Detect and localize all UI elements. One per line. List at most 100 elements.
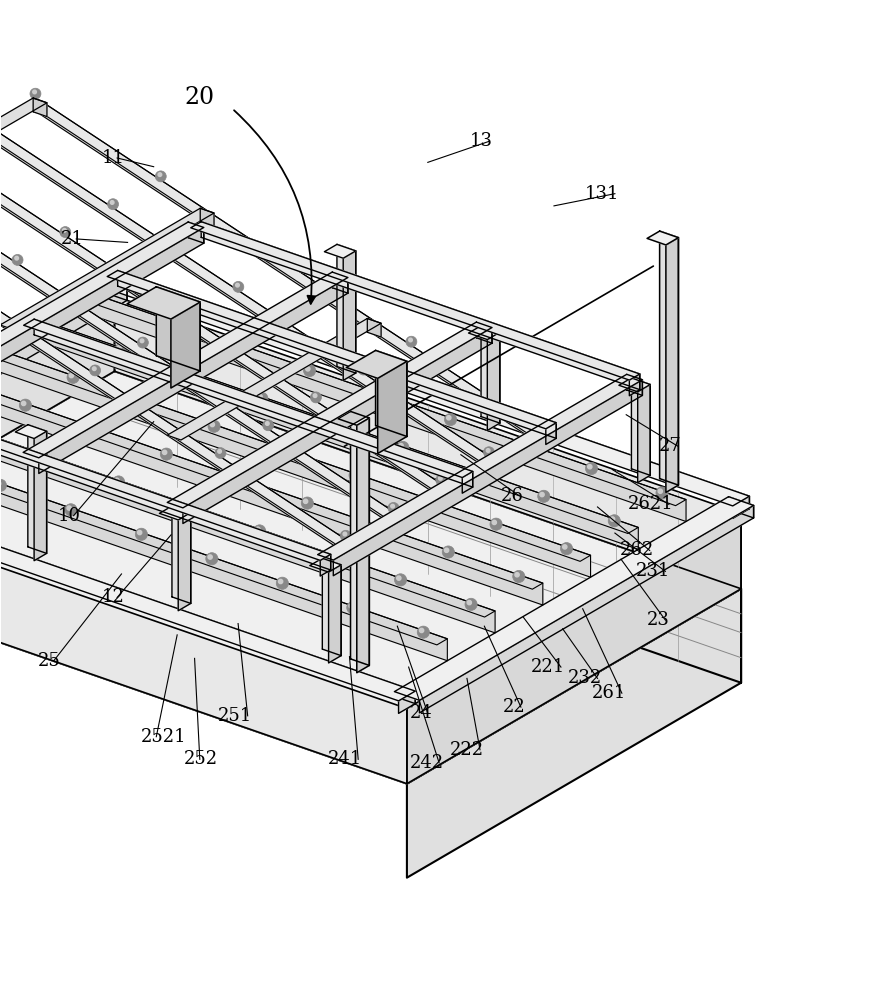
Text: 242: 242 [409,754,443,772]
Circle shape [534,421,538,424]
Circle shape [12,254,23,265]
Circle shape [515,438,527,450]
Polygon shape [171,302,200,388]
Polygon shape [0,371,741,784]
Polygon shape [172,506,190,603]
Polygon shape [0,296,114,566]
Polygon shape [0,156,446,492]
Circle shape [135,528,148,540]
Polygon shape [0,212,350,556]
Circle shape [517,440,521,444]
Polygon shape [0,128,493,464]
Polygon shape [0,374,543,589]
Polygon shape [481,326,500,423]
Circle shape [114,478,119,482]
Circle shape [374,524,378,528]
Polygon shape [0,279,127,483]
Polygon shape [178,513,190,611]
Circle shape [60,227,71,238]
Polygon shape [0,184,398,520]
Polygon shape [114,296,741,589]
Text: 262: 262 [620,541,654,559]
Circle shape [284,255,287,259]
Circle shape [19,399,31,411]
Circle shape [610,517,615,521]
Polygon shape [0,288,127,495]
Text: 222: 222 [450,741,485,759]
Circle shape [114,343,127,356]
Circle shape [236,283,239,287]
Circle shape [465,598,478,610]
Circle shape [233,475,237,479]
Circle shape [278,445,291,457]
Polygon shape [337,244,355,373]
Circle shape [447,416,451,420]
Text: 13: 13 [470,132,493,150]
Circle shape [406,336,417,347]
Polygon shape [629,374,640,396]
Polygon shape [0,346,590,561]
Polygon shape [0,184,398,528]
Polygon shape [627,374,643,395]
Circle shape [185,503,189,507]
Circle shape [388,502,399,513]
Polygon shape [201,222,640,390]
Circle shape [304,499,307,503]
Polygon shape [357,418,369,673]
Circle shape [372,521,384,534]
Polygon shape [74,291,686,506]
Polygon shape [487,332,500,430]
Polygon shape [347,350,407,378]
Circle shape [183,500,196,513]
Polygon shape [0,402,495,617]
Circle shape [90,365,100,376]
Circle shape [395,574,407,586]
Polygon shape [463,471,472,493]
Polygon shape [28,425,46,553]
Polygon shape [333,272,348,293]
Polygon shape [167,318,382,440]
Circle shape [396,441,409,453]
Circle shape [490,518,502,530]
Polygon shape [469,326,500,340]
Text: 12: 12 [101,588,124,606]
Circle shape [92,291,104,303]
Circle shape [327,552,331,556]
Circle shape [265,422,269,425]
Polygon shape [477,322,492,343]
Circle shape [117,346,121,350]
Circle shape [311,392,321,403]
Circle shape [93,367,96,371]
Circle shape [165,318,169,322]
Polygon shape [399,691,416,713]
Circle shape [351,471,355,476]
Text: 2521: 2521 [141,728,186,746]
Circle shape [324,549,336,561]
Polygon shape [183,328,492,524]
Polygon shape [34,431,46,561]
Polygon shape [107,270,556,429]
Circle shape [67,506,72,510]
Polygon shape [0,474,416,704]
Circle shape [67,371,79,383]
Circle shape [409,338,412,342]
Circle shape [138,396,149,408]
Polygon shape [118,270,556,438]
Circle shape [141,339,144,343]
Circle shape [531,419,542,430]
Polygon shape [729,497,753,518]
Polygon shape [31,100,541,436]
Polygon shape [0,402,331,560]
Text: 11: 11 [101,149,125,167]
Circle shape [208,420,220,432]
Polygon shape [0,402,495,633]
Circle shape [349,604,354,608]
Polygon shape [351,411,369,665]
Circle shape [138,530,141,535]
Polygon shape [0,212,350,548]
Polygon shape [168,322,492,508]
Text: 231: 231 [636,562,670,580]
Circle shape [63,228,66,232]
Polygon shape [419,505,753,713]
Circle shape [484,447,494,458]
